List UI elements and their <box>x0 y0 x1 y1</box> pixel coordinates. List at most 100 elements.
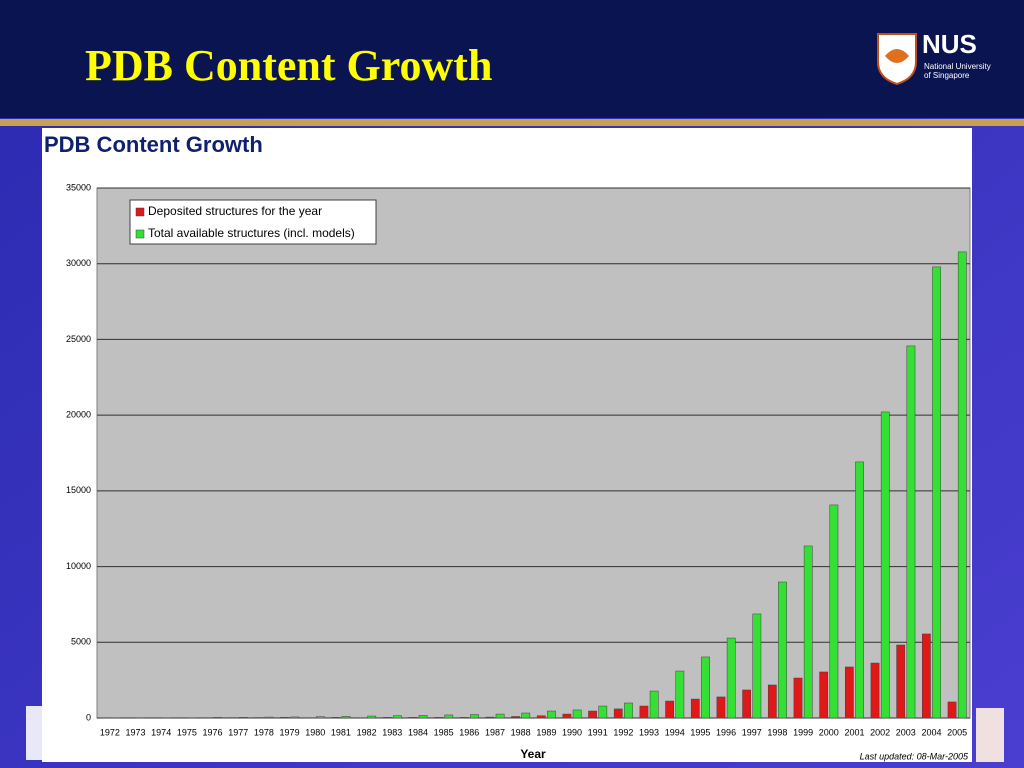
bar <box>675 670 685 719</box>
bar <box>752 613 762 719</box>
x-tick-label: 1988 <box>511 727 531 737</box>
bar <box>264 716 274 719</box>
x-tick-label: 1976 <box>203 727 223 737</box>
bar <box>896 644 906 719</box>
bar <box>598 705 608 719</box>
bar <box>434 717 443 719</box>
corner-logo <box>26 706 42 760</box>
bar <box>459 717 469 719</box>
x-tick-label: 1999 <box>793 727 813 737</box>
bar <box>613 708 623 719</box>
x-tick-label: 1997 <box>742 727 762 737</box>
y-tick-label: 35000 <box>66 182 91 192</box>
x-tick-label: 1982 <box>357 727 377 737</box>
x-tick-label: 1984 <box>408 727 428 737</box>
bar <box>649 690 659 719</box>
x-tick-label: 1986 <box>459 727 479 737</box>
x-tick-label: 1993 <box>639 727 659 737</box>
x-tick-label: 1977 <box>228 727 248 737</box>
header-band <box>0 0 1024 118</box>
bar <box>408 717 418 719</box>
bar <box>742 689 751 719</box>
y-tick-label: 10000 <box>66 561 91 571</box>
bar <box>418 715 428 719</box>
x-tick-label: 2005 <box>947 727 967 737</box>
x-tick-label: 1996 <box>716 727 736 737</box>
bar <box>701 656 710 719</box>
x-tick-label: 1979 <box>280 727 300 737</box>
bar <box>547 710 556 719</box>
bar <box>316 716 325 719</box>
slide-title: PDB Content Growth <box>85 41 492 90</box>
bar <box>521 712 531 719</box>
bar <box>536 715 546 719</box>
logo-line: of Singapore <box>924 71 970 80</box>
x-tick-label: 2001 <box>844 727 864 737</box>
y-tick-label: 20000 <box>66 410 91 420</box>
x-tick-label: 1983 <box>382 727 402 737</box>
bar <box>382 717 392 719</box>
legend-swatch <box>135 207 145 217</box>
x-tick-label: 2000 <box>819 727 839 737</box>
x-tick-label: 1991 <box>588 727 608 737</box>
bar <box>819 671 829 719</box>
x-tick-label: 1972 <box>100 727 120 737</box>
bar <box>778 581 787 719</box>
bar <box>767 684 777 719</box>
bar <box>639 705 649 719</box>
bar <box>444 714 454 719</box>
x-tick-label: 1992 <box>613 727 633 737</box>
bar <box>495 713 505 719</box>
y-tick-label: 30000 <box>66 258 91 268</box>
x-tick-label: 1981 <box>331 727 351 737</box>
corner-logo <box>976 708 1004 762</box>
bar <box>290 716 300 719</box>
legend-label: Deposited structures for the year <box>148 204 322 218</box>
x-tick-label: 1974 <box>151 727 171 737</box>
x-tick-label: 1998 <box>767 727 787 737</box>
bar <box>855 461 864 719</box>
plot: 0 5000 10000 15000 20000 25000 30000 35000 1972 1… <box>66 182 970 737</box>
bar <box>562 713 572 719</box>
x-tick-label: 1994 <box>665 727 685 737</box>
legend-box <box>129 199 377 245</box>
bar <box>485 716 495 719</box>
bar <box>238 716 248 719</box>
bar <box>726 637 736 719</box>
bar <box>572 709 582 719</box>
bar <box>690 698 700 719</box>
bar <box>341 716 351 719</box>
bar <box>213 717 223 719</box>
x-tick-label: 2002 <box>870 727 890 737</box>
annotation: Last updated: 08-Mar-2005 <box>860 751 969 761</box>
bar <box>280 717 289 719</box>
x-tick-label: 1990 <box>562 727 582 737</box>
y-tick-label: 5000 <box>71 637 91 647</box>
bar <box>803 545 813 719</box>
x-tick-label: 1989 <box>536 727 556 737</box>
y-tick-label: 15000 <box>66 485 91 495</box>
bar <box>922 633 931 719</box>
logo-name: NUS <box>922 29 977 59</box>
bar <box>880 411 890 719</box>
bar <box>844 666 854 719</box>
bar <box>511 716 520 719</box>
bar <box>957 251 967 719</box>
x-tick-label: 1975 <box>177 727 197 737</box>
header-rule <box>0 119 1024 126</box>
bar <box>793 677 803 719</box>
x-tick-label: 2004 <box>921 727 941 737</box>
y-tick-label: 25000 <box>66 334 91 344</box>
x-tick-label: 1985 <box>434 727 454 737</box>
x-tick-label: 2003 <box>896 727 916 737</box>
bar <box>331 717 341 719</box>
bar <box>393 715 402 719</box>
x-tick-label: 1978 <box>254 727 274 737</box>
x-tick-label: 1995 <box>690 727 710 737</box>
plot-area <box>96 187 971 719</box>
x-tick-label: 1973 <box>125 727 145 737</box>
chart-title: PDB Content Growth <box>44 132 263 157</box>
bar <box>906 345 916 719</box>
